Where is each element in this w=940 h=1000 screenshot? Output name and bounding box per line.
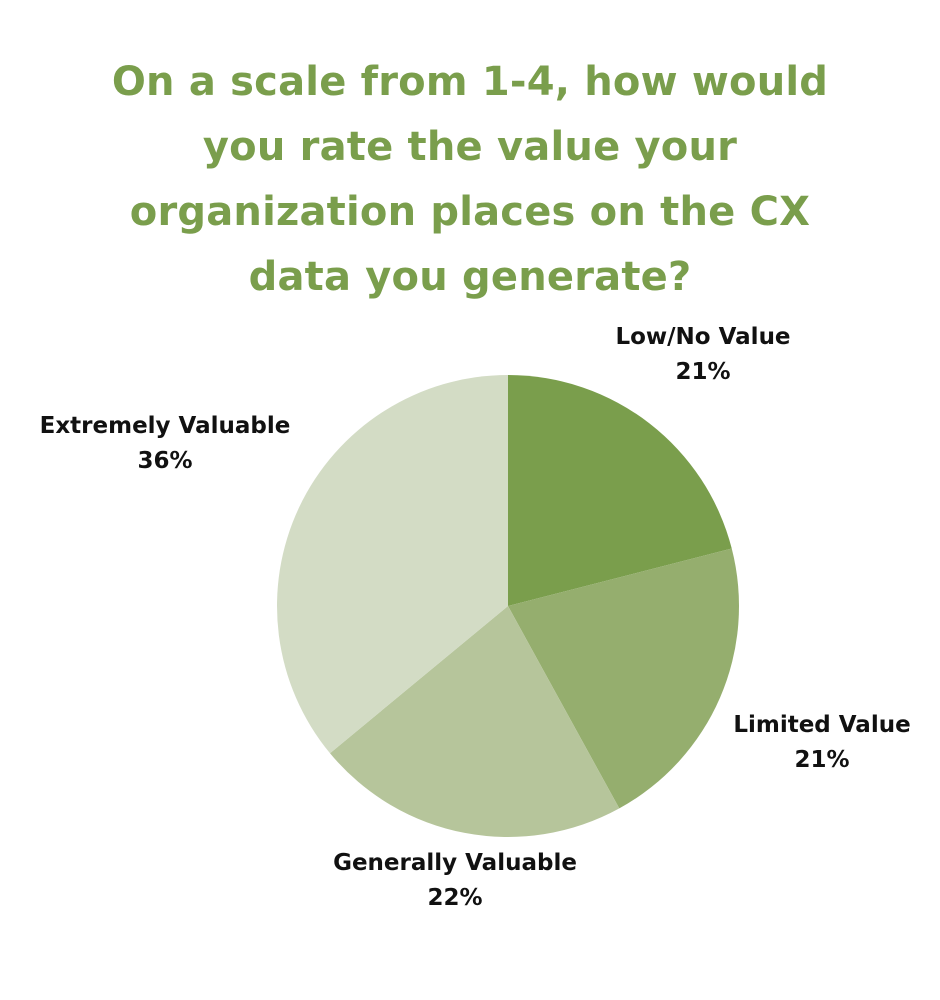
- slice-label-generally-valuable: Generally Valuable 22%: [310, 846, 600, 916]
- slice-label-percent: 21%: [675, 359, 731, 385]
- chart-title: On a scale from 1-4, how would you rate …: [111, 59, 829, 300]
- pie-slice-extremely-valuable: [277, 375, 508, 754]
- slice-label-percent: 36%: [137, 448, 193, 474]
- slice-label-extremely-valuable: Extremely Valuable 36%: [20, 409, 310, 479]
- slice-label-percent: 22%: [427, 885, 483, 911]
- slice-label-name: Low/No Value: [615, 324, 791, 350]
- slice-label-limited-value: Limited Value 21%: [717, 708, 927, 778]
- pie-slice-limited-value: [508, 548, 739, 809]
- pie-slice-low-no-value: [508, 375, 732, 606]
- slice-label-low-no-value: Low/No Value 21%: [603, 320, 803, 390]
- slice-label-name: Limited Value: [733, 712, 911, 738]
- slice-label-percent: 21%: [794, 747, 850, 773]
- slice-label-name: Generally Valuable: [333, 850, 577, 876]
- slice-label-name: Extremely Valuable: [39, 413, 291, 439]
- pie-slice-generally-valuable: [330, 606, 620, 838]
